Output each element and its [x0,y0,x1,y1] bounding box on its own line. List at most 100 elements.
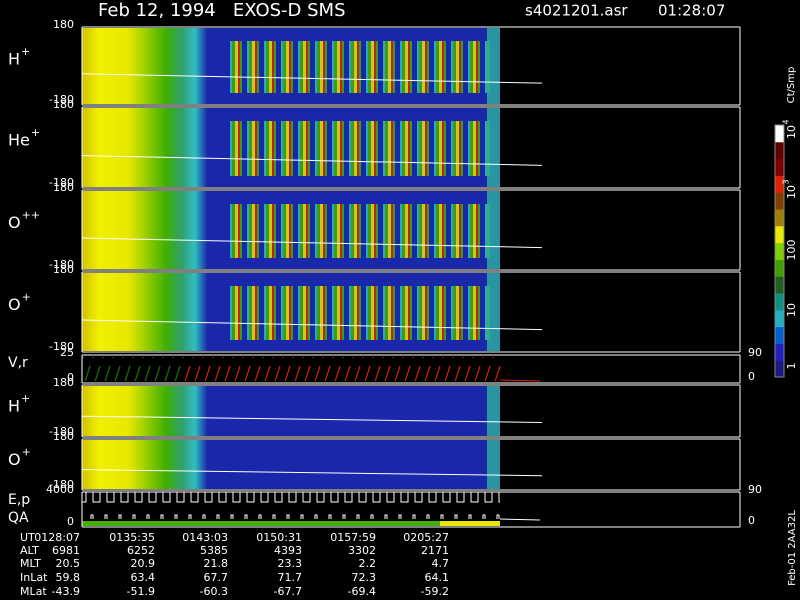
cell: 21.8 [204,557,229,570]
ion-label: O [8,213,21,232]
ion-charge: + [31,126,40,139]
ion-label: O [8,295,21,314]
axis-bottom-label: -180 [49,176,74,189]
axis-top-label: 180 [53,430,74,443]
spectrogram-edge [487,386,500,436]
file-name: s4021201.asr [525,2,628,20]
ion-label: H [8,49,20,68]
trajectory [81,415,543,423]
cell: -43.9 [52,585,80,598]
colorbar-label: 1 [785,363,798,370]
spectrogram-bursts [230,41,490,93]
cell: 0128:07 [34,531,80,544]
cell: 2.2 [359,557,377,570]
cell: 64.1 [425,571,450,584]
cell: -51.9 [127,585,155,598]
colorbar-power-base: 10 [785,185,798,199]
cell: 6981 [52,544,80,557]
cell: 4.7 [432,557,450,570]
energy-tail [499,518,541,521]
file-time: 01:28:07 [658,2,725,20]
colorbar-frame [774,124,785,378]
cell: 3302 [348,544,376,557]
spectrogram-edge [487,108,500,187]
axis-top-label: 4000 [46,483,74,496]
ion-charge: + [22,445,31,458]
colorbar-segment [775,343,784,361]
cell: 5385 [200,544,228,557]
cell: 4393 [274,544,302,557]
colorbar-segment [775,158,784,176]
colorbar-label: 100 [785,240,798,261]
cell: -59.2 [421,585,449,598]
colorbar-segment [775,309,784,328]
cell: 0135:35 [109,531,155,544]
row-label: MLT [20,557,41,570]
colorbar-unit: Ct/Smp [786,67,797,104]
qa-bar [82,521,440,526]
colorbar-segment [775,192,784,210]
axis-top-label: 180 [53,181,74,194]
cell: -67.7 [274,585,302,598]
title: Feb 12, 1994 EXOS-D SMS [98,0,346,21]
axis-top-label: 180 [53,263,74,276]
colorbar-power-base: 10 [785,125,798,139]
row-label: ALT [20,544,39,557]
colorbar-label: 10 [785,303,798,317]
trajectory [81,237,543,249]
axis-top-label: 180 [53,376,74,389]
colorbar-segment [775,141,784,160]
velocity-tail [499,379,541,382]
trajectory [81,155,543,166]
ion-charge: + [21,392,30,405]
axis-top-label: 25 [60,346,74,359]
colorbar-power-exp: 3 [782,179,791,184]
axis-bottom-label: -180 [49,425,74,438]
ion-label: He [8,131,30,150]
velocity-trace-green [82,357,182,381]
axis-top-label: 180 [53,98,74,111]
spectrogram-edge [487,28,500,104]
cell: 0143:03 [182,531,228,544]
cell: 23.3 [278,557,303,570]
energy-steps [82,492,500,519]
cell: 67.7 [204,571,229,584]
ion-charge: + [21,45,30,58]
panel-label: E,p [8,492,30,508]
colorbar-segment [775,293,784,311]
spectrogram-edge [487,273,500,351]
spectrogram-edge [487,191,500,269]
spectrogram [82,386,500,436]
axis-top-label: 180 [53,18,74,31]
cell: 71.7 [278,571,303,584]
footer-stamp: Feb-01 2AA32L [787,510,798,586]
spectrogram-bursts [230,204,490,258]
cell: 2171 [421,544,449,557]
panel-label-2: QA [8,510,29,526]
axis-bottom-label: 0 [67,515,74,528]
ion-label: O [8,450,21,469]
spectrogram-bursts [230,286,490,340]
right-axis-bottom: 0 [748,370,755,383]
cell: 0157:59 [330,531,376,544]
panel-label: V,r [8,355,28,371]
right-axis-top: 90 [748,346,762,359]
colorbar-segment [775,125,784,143]
colorbar-segment [775,209,784,227]
spectrogram [82,440,500,489]
colorbar-segment [775,175,784,193]
right-axis-top: 90 [748,483,762,496]
colorbar-segment [775,276,784,294]
cell: 20.5 [56,557,81,570]
cell: -60.3 [200,585,228,598]
cell: 6252 [127,544,155,557]
cell: -69.4 [348,585,376,598]
right-axis-bottom: 0 [748,514,755,527]
trajectory [81,73,543,84]
axis-bottom-label: -180 [49,478,74,491]
colorbar-segment [775,259,784,277]
trajectory [81,469,543,477]
ion-charge: + [22,291,31,304]
colorbar-segment [775,326,784,344]
